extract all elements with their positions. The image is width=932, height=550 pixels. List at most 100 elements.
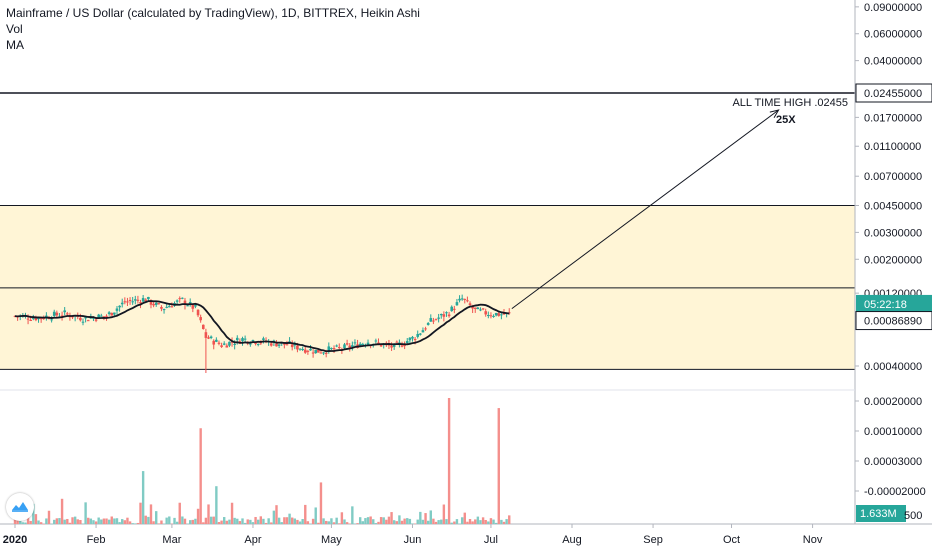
candle[interactable] [458, 298, 461, 301]
candle[interactable] [395, 341, 399, 343]
candle[interactable] [398, 342, 401, 344]
candle[interactable] [301, 349, 304, 351]
candle[interactable] [186, 305, 189, 307]
candle[interactable] [337, 347, 341, 349]
candle[interactable] [147, 296, 150, 300]
candle[interactable] [97, 314, 100, 319]
candle[interactable] [476, 307, 480, 310]
candle[interactable] [439, 313, 443, 316]
candle[interactable] [220, 345, 223, 347]
candle[interactable] [26, 318, 30, 320]
candle[interactable] [32, 317, 35, 319]
candle[interactable] [107, 312, 111, 314]
candle[interactable] [66, 313, 69, 315]
candle[interactable] [228, 341, 231, 346]
candle[interactable] [405, 341, 409, 344]
candle[interactable] [390, 345, 393, 348]
candle[interactable] [374, 340, 378, 342]
candle[interactable] [139, 302, 142, 304]
candle[interactable] [128, 299, 132, 301]
candle[interactable] [259, 342, 263, 344]
candle[interactable] [466, 300, 469, 302]
candle[interactable] [353, 342, 357, 344]
candle[interactable] [429, 318, 433, 322]
candle[interactable] [351, 345, 354, 347]
candle[interactable] [358, 343, 362, 347]
candle[interactable] [460, 298, 464, 300]
candle[interactable] [285, 344, 289, 346]
candle[interactable] [489, 315, 493, 317]
candle[interactable] [400, 345, 404, 347]
candle[interactable] [251, 340, 255, 342]
candle[interactable] [442, 314, 446, 317]
candle[interactable] [345, 343, 349, 345]
candle[interactable] [426, 323, 430, 325]
candle[interactable] [434, 319, 438, 321]
candle[interactable] [249, 343, 252, 345]
candle[interactable] [413, 338, 417, 341]
candle[interactable] [479, 309, 482, 311]
ma-indicator-label[interactable]: MA [6, 38, 24, 52]
candle[interactable] [277, 344, 281, 346]
candle[interactable] [123, 301, 127, 303]
candle[interactable] [471, 306, 474, 309]
candle[interactable] [50, 319, 53, 321]
candle[interactable] [162, 308, 166, 311]
candle[interactable] [487, 315, 490, 317]
candle[interactable] [157, 303, 161, 305]
candle[interactable] [463, 298, 467, 300]
candle[interactable] [484, 311, 488, 315]
candle[interactable] [445, 312, 448, 314]
candle[interactable] [29, 319, 32, 321]
candle[interactable] [170, 306, 174, 308]
candle[interactable] [243, 338, 247, 340]
candle[interactable] [408, 337, 412, 341]
candle[interactable] [283, 343, 286, 345]
candle[interactable] [288, 341, 291, 343]
candle[interactable] [209, 336, 213, 339]
candle[interactable] [327, 346, 331, 351]
candle[interactable] [165, 306, 168, 308]
candle[interactable] [141, 298, 145, 302]
candle[interactable] [403, 345, 406, 347]
candle[interactable] [455, 302, 459, 306]
candle[interactable] [212, 340, 216, 345]
candle[interactable] [241, 338, 244, 342]
candle[interactable] [392, 343, 396, 347]
candle[interactable] [319, 352, 323, 354]
candle[interactable] [311, 352, 315, 354]
candle[interactable] [379, 344, 383, 347]
candle[interactable] [160, 306, 163, 309]
candle[interactable] [262, 338, 265, 340]
candle[interactable] [481, 308, 485, 310]
candle[interactable] [178, 298, 182, 300]
candle[interactable] [175, 300, 179, 302]
candle[interactable] [225, 345, 229, 348]
candle[interactable] [199, 317, 202, 321]
candle[interactable] [120, 302, 124, 305]
candle[interactable] [235, 337, 239, 341]
candle[interactable] [154, 302, 158, 305]
candle[interactable] [296, 345, 299, 350]
candle[interactable] [52, 311, 56, 316]
candle[interactable] [450, 306, 454, 312]
candle[interactable] [348, 345, 352, 348]
candle[interactable] [361, 343, 365, 345]
candle[interactable] [416, 333, 420, 337]
candle[interactable] [366, 342, 370, 345]
candle[interactable] [317, 349, 320, 353]
candle[interactable] [269, 343, 273, 346]
candle[interactable] [500, 314, 503, 316]
candle[interactable] [86, 320, 90, 322]
candle[interactable] [191, 305, 195, 309]
candle[interactable] [102, 316, 106, 318]
candle[interactable] [39, 318, 43, 320]
candle[interactable] [60, 315, 64, 317]
candle[interactable] [468, 303, 472, 306]
candle[interactable] [314, 349, 318, 354]
candle[interactable] [201, 324, 205, 329]
candle[interactable] [152, 303, 155, 306]
candle[interactable] [94, 319, 98, 321]
candle[interactable] [432, 320, 435, 322]
candle[interactable] [254, 342, 257, 344]
